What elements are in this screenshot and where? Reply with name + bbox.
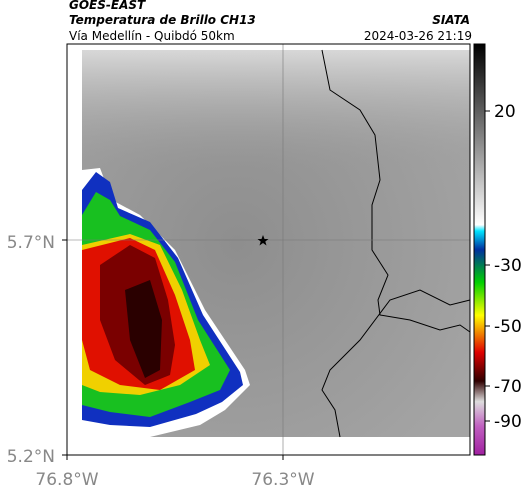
subtitle: Temperatura de Brillo CH13: [69, 13, 256, 27]
lon-label: 76.3°W: [251, 470, 314, 490]
colorbar-tick: -30: [494, 256, 522, 276]
lat-label: 5.2°N: [7, 447, 55, 467]
route: Vía Medellín - Quibdó 50km: [69, 29, 235, 43]
colorbar-tick: -50: [494, 317, 522, 337]
source: SIATA: [432, 13, 470, 27]
colorbar: 20 -30 -50 -70 -90: [473, 43, 522, 456]
lat-label: 5.7°N: [7, 233, 55, 253]
title: GOES-EAST: [69, 0, 146, 12]
map: [66, 43, 471, 456]
lon-label: 76.8°W: [35, 470, 98, 490]
timestamp: 2024-03-26 21:19: [364, 29, 472, 43]
colorbar-tick: 20: [494, 102, 516, 122]
colorbar-tick: -90: [494, 412, 522, 432]
colorbar-tick: -70: [494, 377, 522, 397]
